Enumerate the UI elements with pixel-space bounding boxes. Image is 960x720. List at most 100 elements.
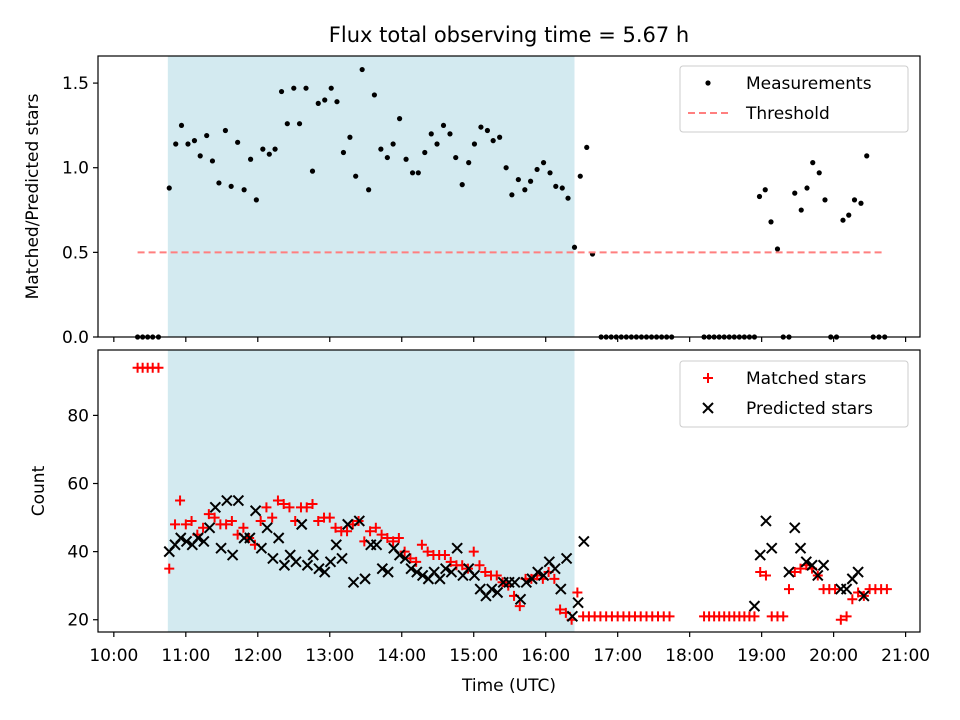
x-tick-label: 17:00 [593, 646, 642, 666]
data-point [284, 502, 295, 513]
data-point [515, 176, 521, 183]
data-point [340, 149, 347, 156]
data-point [336, 552, 348, 565]
data-point [566, 610, 579, 623]
x-tick-label: 21:00 [881, 646, 930, 666]
data-point [185, 141, 191, 147]
data-point [178, 122, 185, 129]
data-point [416, 569, 429, 582]
y-tick-label: 20 [67, 611, 89, 631]
data-point [315, 100, 321, 106]
data-point [353, 515, 365, 527]
data-point [347, 576, 360, 588]
data-point [572, 587, 583, 598]
data-point [559, 185, 565, 191]
data-point [267, 512, 278, 523]
data-point [484, 127, 491, 134]
data-point [319, 566, 331, 578]
data-point [852, 566, 864, 578]
data-point [480, 567, 491, 578]
data-point [307, 549, 319, 561]
data-point [366, 187, 372, 193]
data-point [253, 197, 259, 203]
data-point [754, 549, 766, 561]
data-point [303, 85, 309, 91]
data-point [749, 611, 760, 622]
data-point [792, 190, 798, 196]
data-point [295, 518, 308, 531]
data-point [198, 535, 210, 548]
data-point [393, 533, 404, 543]
data-point [549, 562, 561, 575]
data-point [382, 566, 394, 578]
data-point [215, 542, 227, 554]
data-point [291, 85, 297, 91]
data-point [238, 522, 249, 533]
data-point [204, 132, 210, 139]
data-point [584, 144, 590, 151]
y-tick-label: 1.5 [62, 74, 89, 94]
data-point [261, 502, 272, 513]
data-point [261, 522, 273, 534]
y-tick-label: 0.0 [62, 328, 89, 348]
legend-marker [702, 402, 714, 414]
data-point [881, 584, 892, 595]
ratio-panel: 0.0 0.5 1.0 1.5 Matched/Predicted stars Measu… [23, 55, 921, 348]
x-tick-label: 11:00 [161, 646, 210, 666]
data-point [540, 160, 547, 166]
y-tick-label: 40 [67, 543, 89, 563]
y-tick-label: 60 [67, 475, 89, 495]
data-point [514, 601, 525, 612]
data-point [553, 183, 559, 189]
data-point [388, 536, 399, 547]
data-point [835, 614, 846, 625]
data-point [191, 138, 198, 144]
data-point [560, 552, 573, 565]
observing-window-shade [167, 350, 575, 632]
data-point [509, 192, 515, 198]
data-point [232, 494, 245, 507]
x-tick-label: 10:00 [89, 646, 138, 666]
data-point [396, 116, 403, 122]
legend-label: Measurements [746, 74, 872, 94]
data-point [434, 573, 446, 585]
x-tick-label: 18:00 [665, 646, 714, 666]
legend-label: Threshold [745, 104, 830, 124]
data-point [416, 539, 427, 550]
data-point [228, 183, 234, 189]
data-point [353, 173, 359, 179]
data-point [806, 559, 818, 571]
data-point [439, 550, 450, 561]
data-point [405, 562, 417, 575]
data-point [180, 519, 191, 530]
data-point [371, 92, 377, 98]
data-point [390, 141, 396, 147]
data-point [170, 519, 181, 530]
data-point [409, 170, 416, 176]
x-tick-label: 15:00 [449, 646, 498, 666]
data-point [840, 583, 853, 595]
axes-frame [97, 55, 921, 338]
data-point [166, 185, 172, 191]
data-point [272, 146, 278, 152]
data-point [278, 88, 285, 95]
data-point [209, 512, 220, 523]
data-point [789, 567, 800, 578]
legend: Measurements Threshold [679, 65, 909, 133]
data-point [164, 563, 175, 574]
data-point [810, 160, 816, 166]
data-point [664, 611, 675, 622]
data-point [342, 518, 354, 531]
data-point [474, 560, 485, 571]
data-point [846, 212, 852, 218]
data-point [422, 546, 433, 557]
data-point [296, 121, 303, 127]
data-point [197, 153, 203, 159]
data-point [440, 122, 447, 129]
data-point [334, 99, 340, 105]
data-point [216, 180, 222, 186]
data-point [309, 168, 316, 174]
data-point [342, 526, 353, 537]
data-point [284, 121, 290, 127]
